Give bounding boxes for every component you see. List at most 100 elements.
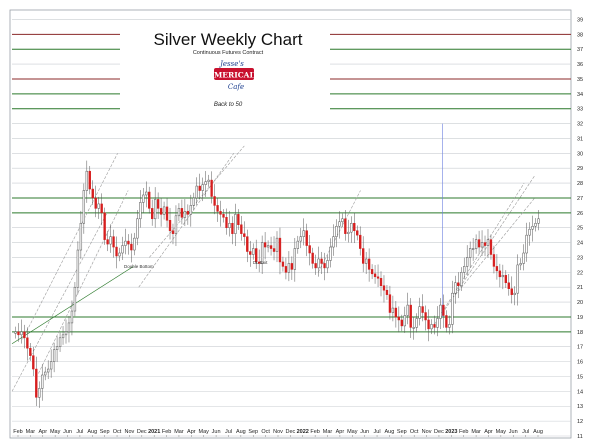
candle-body [359, 234, 362, 249]
y-tick-label: 17 [577, 345, 583, 351]
candle-body [519, 263, 522, 266]
candle-body [474, 239, 478, 249]
candle-body [468, 248, 472, 258]
candle-body [237, 214, 240, 225]
candle-body [332, 236, 335, 248]
candle-body [486, 239, 490, 246]
candle-body [73, 286, 77, 312]
candle-body [55, 346, 59, 350]
candle-body [341, 218, 344, 223]
x-tick-label: Mar [471, 429, 481, 435]
candle-body [317, 258, 320, 269]
candle-body [525, 234, 528, 254]
candle-body [213, 196, 216, 206]
candle-body [70, 310, 74, 324]
x-tick-label: Jun [63, 429, 72, 435]
x-tick-label: Aug [533, 429, 543, 435]
candle-body [139, 202, 142, 220]
candle-body [41, 374, 44, 389]
candle-body [165, 206, 169, 221]
candle-body [142, 194, 145, 203]
x-tick-label: Sep [100, 429, 110, 435]
cafe-logo: Jesse's AMERICAIN Cafe [207, 60, 260, 91]
candle-body [424, 312, 427, 321]
candle-body [243, 233, 246, 237]
x-tick-label: Feb [310, 429, 319, 435]
y-axis-ticks: 11 12 13 14 15 16 17 18 19 20 21 22 23 24 25 26 27 28 29 30… [577, 17, 583, 440]
candle-body [97, 203, 100, 209]
candle-body [382, 285, 386, 291]
y-tick-label: 20 [577, 300, 583, 306]
candle-body [457, 282, 460, 286]
x-tick-label: Aug [385, 429, 395, 435]
x-tick-label: Jun [509, 429, 518, 435]
candle-body [454, 282, 457, 294]
candle-body [127, 240, 130, 245]
candle-body [510, 288, 513, 295]
candle-body [44, 371, 47, 376]
x-tick-label: Feb [13, 429, 22, 435]
chart-subtitle: Continuous Futures Contract [193, 50, 264, 56]
y-tick-label: 29 [577, 166, 583, 172]
chart-title: Silver Weekly Chart [154, 30, 303, 49]
y-tick-label: 39 [577, 17, 583, 23]
x-tick-label: Feb [459, 429, 468, 435]
candle-body [501, 275, 505, 278]
logo-line-3: Cafe [228, 83, 244, 91]
x-tick-label: Apr [336, 429, 345, 435]
candle-body [79, 223, 83, 251]
candle-body [255, 248, 258, 263]
candle-body [272, 248, 276, 252]
y-tick-label: 23 [577, 255, 583, 261]
candle-body [391, 307, 395, 313]
candle-body [49, 361, 53, 370]
back-to-50-link[interactable]: Back to 50 [214, 102, 243, 108]
candle-body [263, 242, 267, 248]
candle-body [305, 230, 308, 246]
candle-body [275, 237, 279, 252]
candle-body [299, 236, 302, 242]
x-tick-label: May [347, 429, 358, 435]
candle-body [32, 355, 35, 370]
candle-body [335, 225, 338, 237]
x-tick-label: Jun [212, 429, 221, 435]
candle-body [445, 315, 448, 328]
x-tick-label: Aug [87, 429, 97, 435]
candle-body [293, 248, 297, 270]
y-tick-label: 25 [577, 226, 583, 232]
candle-body [94, 197, 97, 209]
candle-body [189, 205, 192, 215]
candle-body [409, 304, 412, 328]
y-tick-label: 16 [577, 360, 583, 366]
candle-body [466, 257, 469, 267]
candle-body [67, 322, 71, 333]
candle-body [430, 324, 433, 330]
candle-body [373, 273, 377, 278]
x-tick-label: Sep [397, 429, 407, 435]
candle-body [388, 294, 392, 313]
y-tick-label: 13 [577, 404, 583, 410]
candle-body [415, 318, 418, 328]
candle-body [88, 170, 91, 190]
candle-body [296, 240, 299, 249]
channel-line [11, 212, 108, 392]
candle-body [82, 190, 86, 224]
y-tick-label: 30 [577, 151, 583, 157]
candle-body [516, 264, 519, 294]
channel-line [38, 190, 129, 374]
candle-body [180, 208, 184, 218]
candle-body [385, 289, 389, 295]
candle-body [64, 331, 68, 336]
candle-body [353, 223, 356, 231]
x-tick-label: Feb [162, 429, 171, 435]
y-tick-label: 31 [577, 136, 583, 142]
candle-body [394, 307, 398, 318]
candle-body [174, 215, 178, 234]
x-tick-label: Nov [273, 429, 283, 435]
candle-body [463, 266, 466, 273]
x-axis-ticks: Feb Mar Apr May Jun Jul Aug Sep Oct Nov Dec 2021 Feb… [13, 429, 543, 437]
candle-body [130, 243, 133, 251]
candle-body [159, 208, 163, 215]
candle-body [376, 276, 380, 279]
x-tick-label: May [50, 429, 61, 435]
